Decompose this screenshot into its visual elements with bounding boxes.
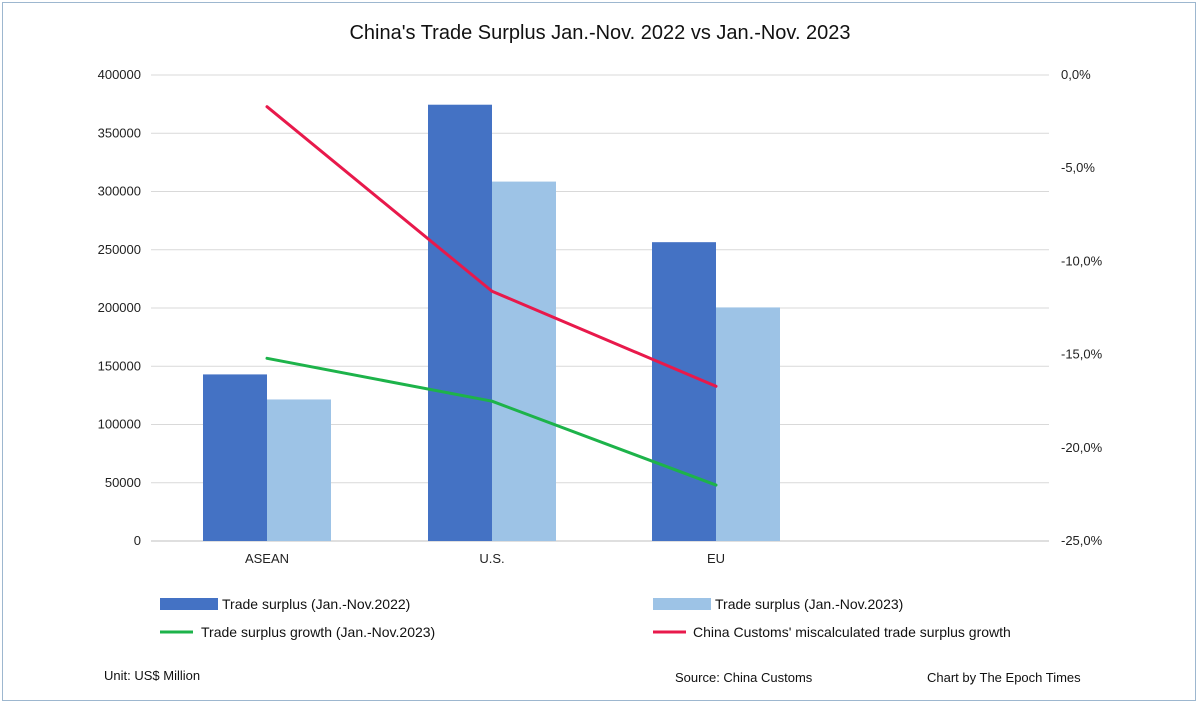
- legend-swatch: [160, 598, 218, 610]
- x-tick-label: EU: [707, 551, 725, 566]
- bar: [428, 104, 492, 542]
- bar: [203, 374, 267, 541]
- bar: [267, 399, 331, 541]
- x-tick-label: U.S.: [479, 551, 504, 566]
- bars-layer: [203, 104, 780, 542]
- legend-swatch: [653, 598, 711, 610]
- y-left-tick-label: 300000: [98, 184, 141, 199]
- footer-unit: Unit: US$ Million: [104, 668, 200, 683]
- legend-label: China Customs' miscalculated trade surpl…: [693, 624, 1011, 640]
- ticks-layer: 0 50000 100000 150000 200000 250000 300000 3500…: [98, 67, 1103, 566]
- chart-title: China's Trade Surplus Jan.-Nov. 2022 vs …: [349, 22, 850, 44]
- series-line: [265, 105, 718, 388]
- y-left-tick-label: 0: [134, 533, 141, 548]
- y-left-tick-label: 200000: [98, 300, 141, 315]
- footer-credit: Chart by The Epoch Times: [927, 670, 1081, 685]
- y-left-tick-label: 150000: [98, 358, 141, 373]
- chart-svg: China's Trade Surplus Jan.-Nov. 2022 vs …: [98, 22, 1103, 685]
- footer-source: Source: China Customs: [675, 670, 813, 685]
- y-left-tick-label: 400000: [98, 67, 141, 82]
- y-right-tick-label: -15,0%: [1061, 347, 1103, 362]
- y-left-tick-label: 100000: [98, 417, 141, 432]
- lines-layer: [265, 105, 718, 487]
- legend-label: Trade surplus growth (Jan.-Nov.2023): [201, 624, 435, 640]
- bar: [492, 181, 556, 541]
- bar: [716, 307, 780, 541]
- y-right-tick-label: -20,0%: [1061, 440, 1103, 455]
- legend-layer: Trade surplus (Jan.-Nov.2022) Trade surpl…: [160, 596, 1011, 640]
- bar: [652, 242, 716, 542]
- y-left-tick-label: 350000: [98, 125, 141, 140]
- y-right-tick-label: -10,0%: [1061, 253, 1103, 268]
- legend-label: Trade surplus (Jan.-Nov.2022): [222, 596, 410, 612]
- y-right-tick-label: -25,0%: [1061, 533, 1103, 548]
- y-right-tick-label: -5,0%: [1061, 160, 1095, 175]
- y-left-tick-label: 50000: [105, 475, 141, 490]
- x-tick-label: ASEAN: [245, 551, 289, 566]
- series-line: [265, 356, 718, 487]
- legend-label: Trade surplus (Jan.-Nov.2023): [715, 596, 903, 612]
- y-right-tick-label: 0,0%: [1061, 67, 1091, 82]
- y-left-tick-label: 250000: [98, 242, 141, 257]
